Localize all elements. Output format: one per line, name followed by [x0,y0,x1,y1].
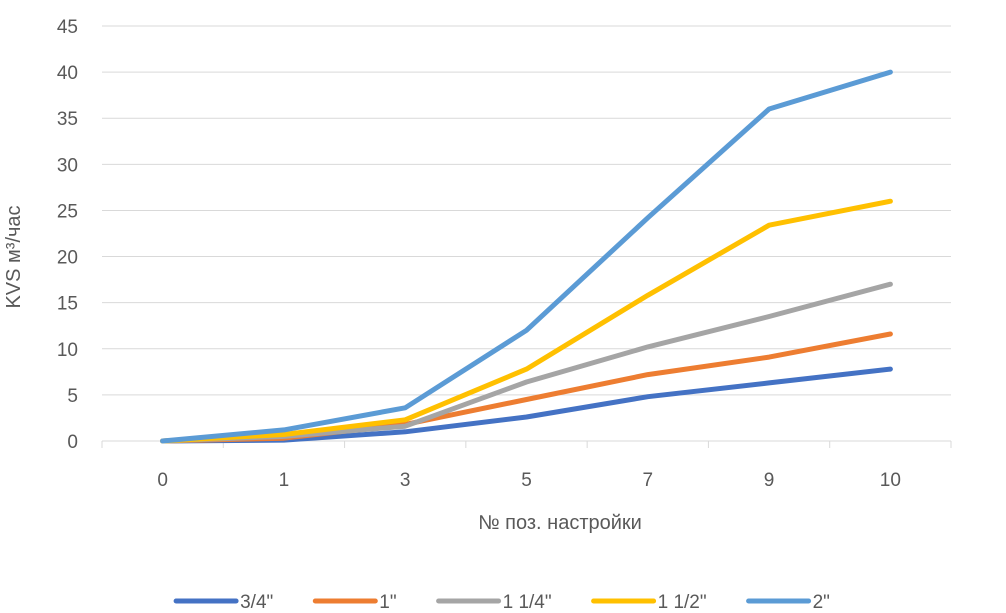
legend-item: 3/4" [173,592,273,613]
x-axis-title: № поз. настройки [478,512,642,534]
y-tick-label: 10 [57,340,78,361]
series-lines [160,69,893,444]
x-tick-label: 9 [764,470,775,491]
x-tick-label: 10 [880,470,901,491]
legend-label: 1 1/2" [658,592,707,613]
y-tick-label: 0 [67,432,78,453]
x-axis: 0 1 3 5 7 9 10 [101,440,952,491]
legend-item: 1 1/4" [436,592,552,613]
legend-item: 1 1/2" [591,592,707,613]
gridlines [102,25,951,396]
x-tick-label: 5 [521,470,532,491]
series-line-5 [160,69,893,444]
legend: 3/4" 1" 1 1/4" 1 1/2" 2" [173,592,830,613]
legend-label: 1" [379,592,396,613]
x-tick-label: 1 [279,470,290,491]
x-tick-label: 7 [642,470,653,491]
series-line-4 [160,198,893,444]
y-tick-label: 25 [57,201,78,222]
y-axis: 0 5 10 15 20 25 30 35 40 45 [57,17,78,453]
y-tick-label: 35 [57,109,78,130]
legend-label: 2" [813,592,830,613]
y-tick-label: 5 [67,386,78,407]
x-tick-label: 3 [400,470,411,491]
y-tick-label: 30 [57,155,78,176]
y-tick-label: 15 [57,294,78,315]
x-tick-label: 0 [157,470,168,491]
y-axis-title: KVS м³/час [3,205,25,308]
legend-label: 3/4" [240,592,273,613]
legend-item: 2" [746,592,830,613]
y-tick-label: 45 [57,17,78,38]
y-tick-label: 40 [57,63,78,84]
y-tick-label: 20 [57,248,78,269]
legend-label: 1 1/4" [503,592,552,613]
series-line-2 [160,331,893,444]
legend-item: 1" [312,592,397,613]
